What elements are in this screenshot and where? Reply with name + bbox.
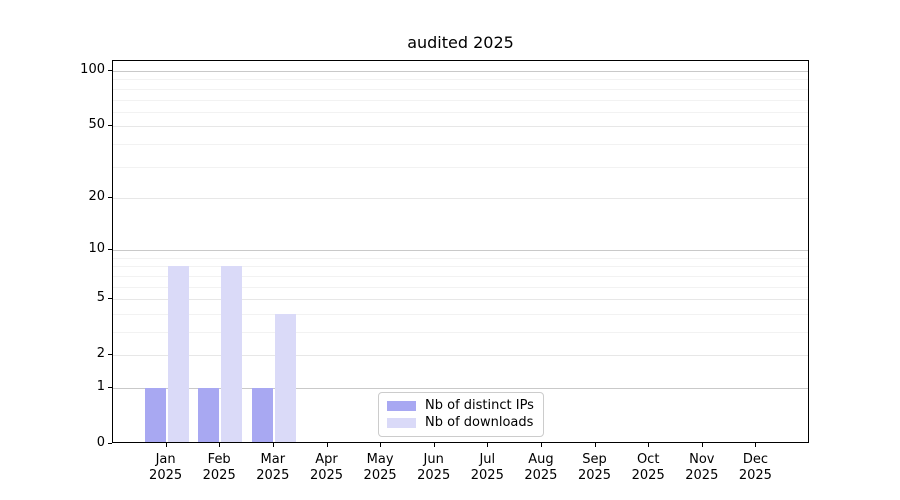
x-tick-year: 2025 <box>256 467 290 483</box>
y-tick-label: 100 <box>80 62 105 77</box>
bar-distinct-ips <box>145 388 166 442</box>
x-tick-year: 2025 <box>149 467 183 483</box>
bar-downloads <box>221 266 242 442</box>
x-tick-month: Feb <box>207 452 231 467</box>
y-tick-label: 1 <box>96 379 105 394</box>
y-tick-label: 0 <box>96 435 105 450</box>
legend-label-downloads: Nb of downloads <box>425 415 534 430</box>
gridline-major <box>113 197 808 199</box>
x-tick-month: Oct <box>636 452 660 467</box>
x-tick-mark <box>540 443 542 447</box>
x-tick-month: Jan <box>155 452 176 467</box>
x-tick-month: Mar <box>260 452 286 467</box>
y-tick-label: 2 <box>96 346 105 362</box>
x-tick-mark <box>648 443 650 447</box>
y-tick-label: 20 <box>88 188 105 204</box>
x-tick-mark <box>165 443 167 447</box>
x-tick-month: May <box>366 452 394 467</box>
x-tick-mark <box>487 443 489 447</box>
x-tick-label: Jun 2025 <box>404 452 464 483</box>
x-tick-label: May 2025 <box>350 452 410 483</box>
legend: Nb of distinct IPs Nb of downloads <box>378 392 544 437</box>
x-tick-year: 2025 <box>202 467 236 483</box>
x-tick-label: Sep 2025 <box>565 452 625 483</box>
x-tick-month: Dec <box>742 452 768 467</box>
legend-label-distinct-ips: Nb of distinct IPs <box>425 398 534 413</box>
x-tick-year: 2025 <box>363 467 397 483</box>
gridline-major <box>113 250 808 252</box>
legend-swatch-distinct-ips <box>387 401 416 411</box>
gridline-minor <box>113 166 808 168</box>
gridline-major <box>113 299 808 301</box>
gridline-minor <box>113 313 808 315</box>
x-tick-year: 2025 <box>524 467 558 483</box>
x-tick-mark <box>594 443 596 447</box>
gridline-major <box>113 355 808 357</box>
x-tick-year: 2025 <box>470 467 504 483</box>
bar-downloads <box>168 266 189 442</box>
gridline-minor <box>113 257 808 259</box>
x-tick-month: Nov <box>689 452 715 467</box>
bar-distinct-ips <box>252 388 273 442</box>
gridline-major <box>113 126 808 128</box>
x-tick-label: Jan 2025 <box>136 452 196 483</box>
chart-title: audited 2025 <box>407 33 514 52</box>
x-tick-year: 2025 <box>738 467 772 483</box>
x-tick-year: 2025 <box>417 467 451 483</box>
y-tick-label: 5 <box>96 290 105 306</box>
x-tick-mark <box>219 443 221 447</box>
gridline-minor <box>113 143 808 145</box>
gridline-major <box>113 388 808 389</box>
x-tick-year: 2025 <box>631 467 665 483</box>
x-tick-month: Jun <box>423 452 444 467</box>
x-tick-month: Sep <box>582 452 607 467</box>
y-tick-label: 50 <box>88 117 105 133</box>
x-tick-label: Nov 2025 <box>672 452 732 483</box>
bar-distinct-ips <box>198 388 219 442</box>
gridline-minor <box>113 332 808 333</box>
x-tick-year: 2025 <box>685 467 719 483</box>
legend-swatch-downloads <box>387 418 416 428</box>
x-tick-month: Apr <box>315 452 338 467</box>
y-tick-mark <box>108 443 112 444</box>
gridline-minor <box>113 275 808 277</box>
x-tick-mark <box>433 443 435 447</box>
gridline-minor <box>113 266 808 268</box>
x-tick-mark <box>380 443 382 447</box>
x-tick-month: Aug <box>528 452 554 467</box>
x-tick-year: 2025 <box>577 467 612 483</box>
x-tick-label: Apr 2025 <box>297 452 357 483</box>
x-tick-mark <box>701 443 703 447</box>
gridline-minor <box>113 79 808 81</box>
gridline-minor <box>113 286 808 288</box>
gridline-minor <box>113 111 808 113</box>
x-tick-label: Mar 2025 <box>243 452 303 483</box>
x-tick-month: Jul <box>479 452 496 467</box>
legend-item-downloads: Nb of downloads <box>387 416 534 430</box>
gridline-major <box>113 71 808 72</box>
x-tick-mark <box>272 443 274 447</box>
bar-downloads <box>275 313 296 442</box>
x-tick-mark <box>755 443 757 447</box>
x-tick-mark <box>326 443 328 447</box>
x-tick-label: Feb 2025 <box>189 452 249 483</box>
legend-item-distinct-ips: Nb of distinct IPs <box>387 399 534 413</box>
gridline-minor <box>113 88 808 90</box>
x-tick-label: Dec 2025 <box>725 452 785 483</box>
x-tick-label: Jul 2025 <box>457 452 517 483</box>
x-tick-year: 2025 <box>309 467 344 483</box>
y-tick-label: 10 <box>88 241 105 257</box>
plot-area <box>112 60 809 443</box>
x-tick-label: Aug 2025 <box>511 452 571 483</box>
gridline-minor <box>113 99 808 101</box>
x-tick-label: Oct 2025 <box>618 452 678 483</box>
